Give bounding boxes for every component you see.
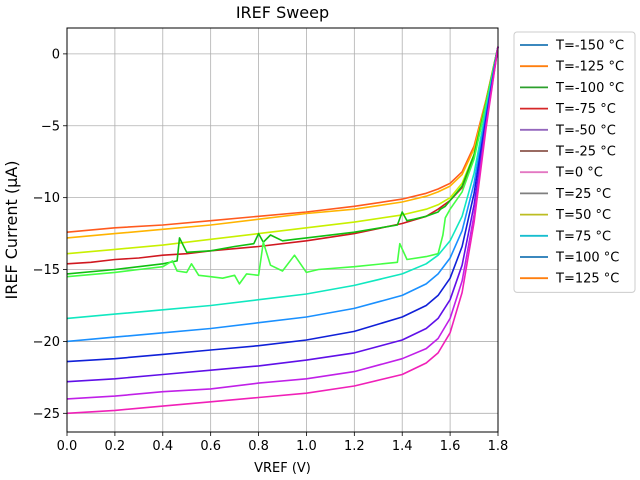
- chart-title: IREF Sweep: [236, 3, 329, 22]
- legend-label: T=125 °C: [555, 272, 619, 287]
- grid: [66, 28, 499, 432]
- legend-label: T=-125 °C: [555, 60, 624, 75]
- x-tick-label: 0.8: [248, 439, 269, 454]
- y-axis: 0 −5 −10 −15 −20 −25: [33, 47, 67, 422]
- x-tick-label: 1.8: [488, 439, 509, 454]
- series-line-9: [66, 46, 499, 363]
- series-line-4: [66, 46, 499, 255]
- series-line-2: [66, 46, 499, 239]
- series-line-1: [66, 46, 499, 233]
- legend-label: T=25 °C: [555, 187, 611, 202]
- series-line-7: [66, 46, 499, 320]
- legend-label: T=-50 °C: [555, 123, 616, 138]
- series-line-11: [66, 46, 499, 400]
- y-axis-label: IREF Current (µA): [2, 160, 21, 299]
- legend: T=-150 °C T=-125 °C T=-100 °C T=-75 °C T=-50…: [513, 31, 636, 293]
- y-tick-label: −20: [33, 335, 60, 350]
- y-tick-label: −5: [41, 119, 60, 134]
- series-line-10: [66, 46, 499, 383]
- x-tick-label: 1.0: [296, 439, 317, 454]
- series-line-5: [66, 46, 499, 275]
- plot-frame: [66, 27, 499, 433]
- x-tick-label: 0.6: [200, 439, 221, 454]
- x-tick-label: 0.0: [57, 439, 78, 454]
- y-tick-label: −25: [33, 407, 60, 422]
- x-tick-label: 0.4: [152, 439, 173, 454]
- x-axis: 0.0 0.2 0.4 0.6 0.8 1.0 1.2 1.4 1.6 1.8: [57, 432, 509, 454]
- x-tick-label: 0.2: [105, 439, 126, 454]
- x-axis-label: VREF (V): [254, 461, 311, 476]
- legend-label: T=50 °C: [555, 208, 611, 223]
- legend-box: [513, 31, 636, 293]
- legend-label: T=0 °C: [555, 166, 603, 181]
- x-tick-label: 1.4: [392, 439, 413, 454]
- series-line-8: [66, 46, 499, 343]
- legend-label: T=75 °C: [555, 229, 611, 244]
- x-tick-label: 1.6: [440, 439, 461, 454]
- series-group: [66, 46, 499, 415]
- x-tick-label: 1.2: [344, 439, 365, 454]
- series-line-6: [66, 46, 499, 285]
- legend-label: T=100 °C: [555, 251, 619, 266]
- series-line-12: [66, 46, 499, 415]
- legend-label: T=-25 °C: [555, 145, 616, 160]
- legend-label: T=-100 °C: [555, 81, 624, 96]
- legend-label: T=-75 °C: [555, 102, 616, 117]
- y-tick-label: 0: [52, 47, 60, 62]
- legend-label: T=-150 °C: [555, 39, 624, 54]
- y-tick-label: −10: [33, 191, 60, 206]
- y-tick-label: −15: [33, 263, 60, 278]
